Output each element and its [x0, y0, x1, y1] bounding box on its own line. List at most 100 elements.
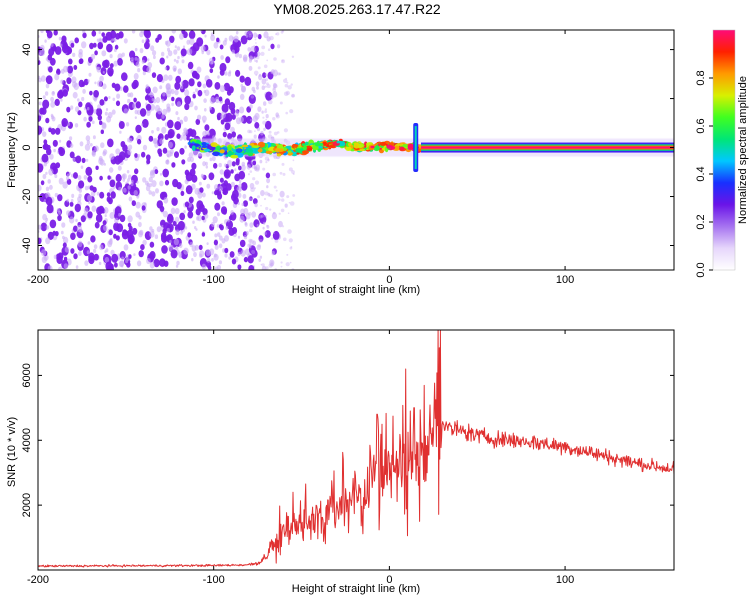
noise-speckle: [278, 220, 283, 228]
noise-speckle: [230, 181, 235, 188]
noise-speckle: [188, 78, 195, 87]
noise-speckle: [167, 119, 174, 129]
noise-speckle: [286, 195, 290, 199]
noise-speckle: [135, 137, 138, 141]
noise-speckle: [221, 201, 225, 206]
noise-speckle: [205, 165, 208, 169]
noise-speckle: [195, 208, 201, 216]
noise-speckle: [166, 55, 169, 59]
noise-speckle: [269, 193, 273, 198]
noise-speckle: [71, 193, 75, 198]
noise-speckle: [88, 255, 95, 265]
line-segment: [276, 153, 282, 157]
noise-speckle: [248, 238, 253, 243]
noise-speckle: [99, 120, 103, 126]
line-band-peak: [421, 146, 674, 149]
noise-speckle: [253, 32, 258, 38]
noise-speckle: [223, 188, 228, 194]
noise-speckle: [175, 229, 180, 236]
noise-speckle: [107, 197, 113, 205]
noise-speckle: [187, 48, 193, 56]
noise-speckle: [121, 72, 128, 82]
noise-speckle: [266, 84, 271, 89]
noise-speckle: [272, 91, 278, 98]
noise-speckle: [210, 34, 216, 41]
noise-speckle: [49, 219, 57, 229]
noise-speckle: [259, 215, 263, 219]
noise-speckle: [135, 201, 141, 209]
noise-speckle: [85, 158, 89, 162]
noise-speckle: [95, 213, 103, 223]
noise-speckle: [153, 55, 156, 60]
noise-speckle: [176, 182, 182, 190]
noise-speckle: [114, 262, 118, 268]
spectrogram-x-tick-label: -100: [203, 274, 225, 286]
noise-speckle: [61, 43, 69, 54]
noise-speckle: [248, 265, 255, 270]
noise-speckle: [275, 189, 278, 192]
noise-speckle: [214, 233, 218, 238]
noise-speckle: [218, 162, 222, 168]
noise-speckle: [209, 68, 214, 74]
noise-speckle: [134, 153, 138, 158]
noise-speckle: [179, 147, 185, 155]
noise-speckle: [281, 59, 284, 62]
noise-speckle: [278, 72, 282, 76]
noise-speckle: [111, 109, 116, 115]
noise-speckle: [144, 202, 147, 206]
noise-speckle: [63, 263, 69, 269]
noise-speckle: [163, 197, 169, 204]
noise-speckle: [79, 228, 83, 234]
noise-speckle: [78, 58, 83, 65]
noise-speckle: [189, 156, 194, 163]
noise-speckle: [129, 92, 134, 98]
noise-speckle: [228, 35, 234, 42]
noise-speckle: [230, 210, 234, 215]
noise-speckle: [202, 208, 208, 216]
line-segment: [304, 141, 309, 146]
noise-speckle: [192, 220, 195, 224]
noise-speckle: [183, 247, 189, 255]
noise-speckle: [106, 43, 113, 53]
noise-speckle: [184, 95, 191, 105]
noise-speckle: [159, 172, 163, 176]
noise-speckle: [110, 191, 116, 199]
noise-speckle: [231, 258, 237, 265]
noise-speckle: [42, 131, 47, 138]
noise-speckle: [202, 192, 206, 198]
noise-speckle: [47, 54, 53, 61]
noise-speckle: [137, 138, 142, 145]
noise-speckle: [224, 163, 227, 167]
noise-speckle: [78, 52, 83, 59]
noise-speckle: [95, 165, 99, 170]
noise-speckle: [186, 39, 191, 45]
noise-speckle: [214, 82, 221, 90]
noise-speckle: [176, 101, 182, 108]
noise-speckle: [45, 171, 48, 175]
noise-speckle: [151, 72, 157, 78]
noise-speckle: [204, 108, 207, 112]
noise-speckle: [238, 53, 242, 59]
noise-speckle: [239, 239, 246, 248]
noise-speckle: [74, 203, 82, 213]
noise-speckle: [211, 60, 214, 65]
noise-speckle: [276, 32, 280, 36]
noise-speckle: [226, 89, 232, 96]
spectrogram-x-tick-label: -200: [27, 274, 49, 286]
noise-speckle: [247, 30, 253, 36]
noise-speckle: [175, 246, 179, 251]
noise-speckle: [216, 37, 220, 43]
colorbar-tick-label: 0.6: [695, 118, 707, 133]
noise-speckle: [60, 79, 64, 85]
spectrogram-y-label: Frequency (Hz): [6, 112, 18, 188]
noise-speckle: [115, 100, 121, 107]
noise-speckle: [165, 159, 169, 165]
noise-speckle: [87, 194, 93, 202]
noise-speckle: [221, 238, 226, 244]
noise-speckle: [109, 63, 114, 69]
noise-speckle: [156, 127, 160, 132]
noise-speckle: [263, 127, 266, 132]
noise-speckle: [271, 250, 275, 256]
noise-speckle: [241, 161, 246, 167]
noise-speckle: [119, 214, 126, 223]
